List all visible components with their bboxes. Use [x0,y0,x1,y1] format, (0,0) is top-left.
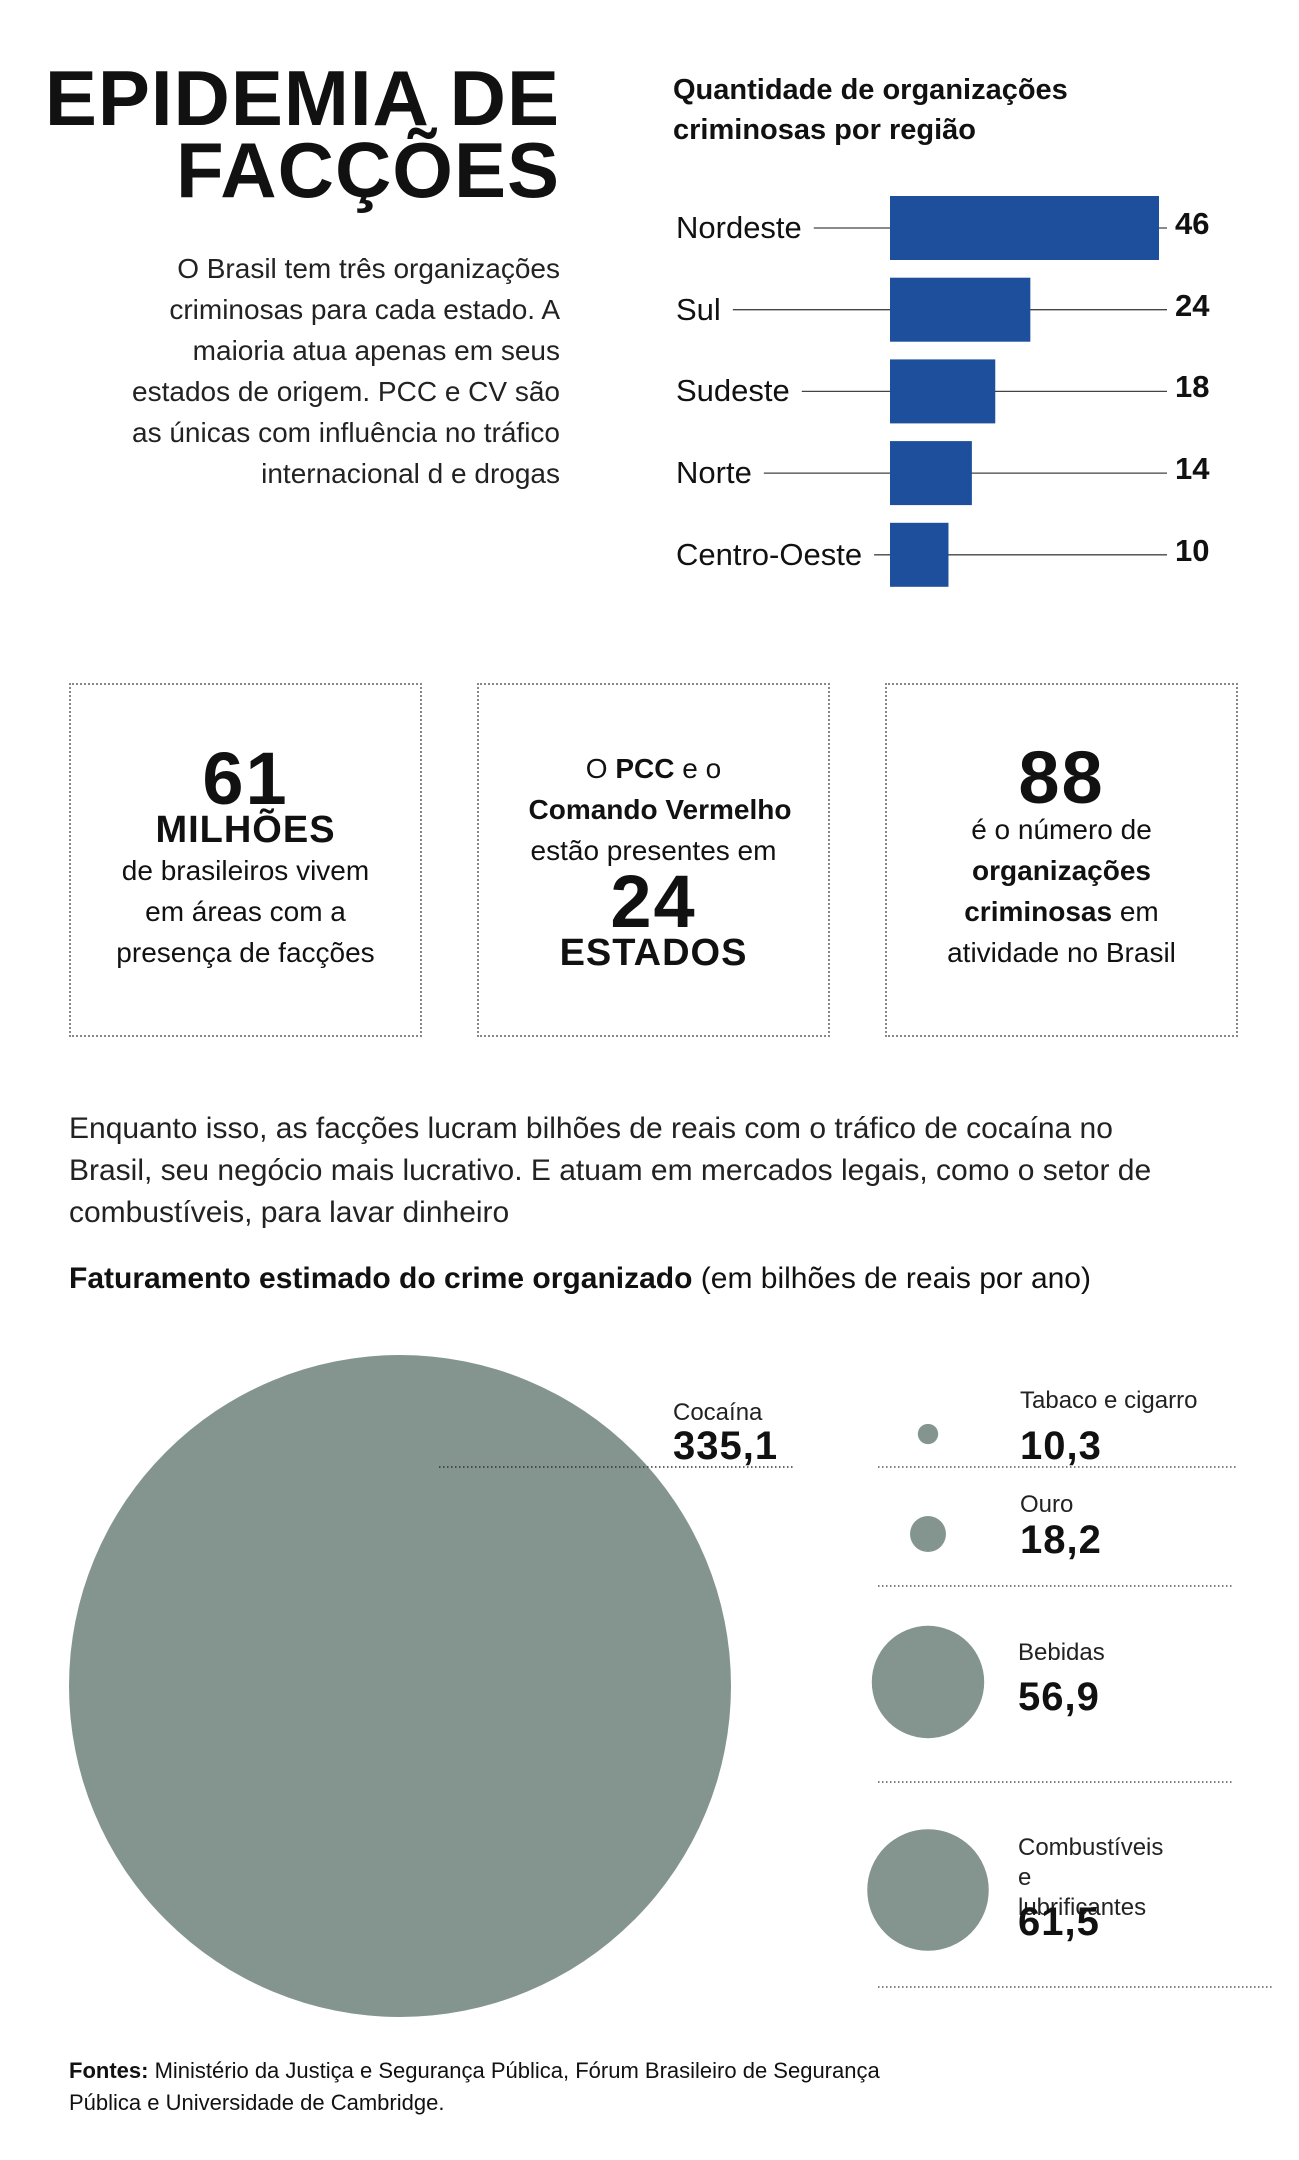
bubble-chart-title: Faturamento estimado do crime organizado [69,1262,693,1295]
stat-unit: MILHÕES [155,808,336,851]
stat-text-part: estão presentes em [530,834,777,866]
bar [890,359,996,424]
stat-unit: ESTADOS [559,931,748,974]
bubble-category-label: Bebidas [1018,1639,1105,1666]
bar [890,441,972,506]
bar-category-label: Centro-Oeste [676,536,863,572]
stat-text-part: e o [682,752,722,784]
bubble-category-label: Combustíveis e lubrificantes [1018,1834,1164,1921]
bar-chart-title: Quantidade de organizações criminosas po… [673,74,1068,146]
stat-number: 61 [202,736,289,820]
stat-bold: PCC [615,752,675,784]
bubble-chart-heading: Faturamento estimado do crime organizado… [69,1258,1249,1300]
stat-box: O PCC e o Comando Vermelho estão present… [477,683,830,1037]
stat-text-part: em atividade no Brasil [947,896,1176,968]
bubble [871,1625,985,1739]
bubble-value-label: 10,3 [1020,1424,1102,1468]
bar-category-label: Norte [676,455,752,491]
footer-text: Ministério da Justiça e Segurança Públic… [69,2058,880,2115]
stat-bold: Comando Vermelho [528,793,792,825]
paragraph: Enquanto isso, as facções lucram bilhões… [69,1112,1152,1229]
bubble-value-label: 335,1 [673,1424,779,1468]
stat-bold: organizações criminosas [964,855,1151,927]
bubble-category-label: Ouro [1020,1491,1074,1518]
stat-text-part: O [585,752,608,784]
bar [890,196,1159,260]
bar-value-label: 14 [1175,451,1210,487]
bubble-value-label: 18,2 [1020,1518,1102,1562]
bar-category-label: Sudeste [676,373,790,409]
title-line: EPIDEMIA DE [44,54,560,142]
bar-value-label: 24 [1175,287,1210,323]
stat-text: é o número de organizações criminosas em… [917,809,1207,973]
bubble-category-label: Cocaína [673,1399,763,1426]
bar-value-label: 10 [1175,532,1210,568]
stat-number: 88 [1018,736,1105,819]
stat-text: O PCC e o Comando Vermelho estão present… [529,748,792,871]
title-line: FACÇÕES [175,126,560,214]
bubble [867,1829,989,1951]
page-title: EPIDEMIA DE FACÇÕES [40,54,560,214]
bubble-category-label: Tabaco e cigarro [1020,1387,1198,1414]
stat-text-part: é o número de [971,814,1152,845]
bubble-value-label: 56,9 [1018,1675,1100,1719]
stat-box: 61 MILHÕES de brasileiros vivem em áreas… [69,683,422,1037]
bubble [917,1423,939,1445]
stat-text: de brasileiros vivem em áreas com a pres… [116,854,375,968]
bar-category-label: Sul [676,291,721,327]
bubble [69,1355,731,2017]
bubble [910,1516,946,1552]
stat-box: 88 é o número de organizações criminosas… [885,683,1238,1037]
footer-label: Fontes: [69,2058,149,2083]
bubble-value-label: 61,5 [1018,1900,1100,1944]
bar [890,522,949,587]
intro-text: O Brasil tem três organizações criminosa… [132,253,560,489]
bar-value-label: 46 [1175,206,1210,241]
bar [890,277,1031,342]
bar-value-label: 18 [1175,369,1210,405]
stat-number: 24 [610,859,697,943]
bubble-chart-subtitle: (em bilhões de reais por ano) [700,1262,1091,1295]
bar-category-label: Nordeste [676,210,802,245]
footer: Fontes: Ministério da Justiça e Seguranç… [69,2055,929,2119]
